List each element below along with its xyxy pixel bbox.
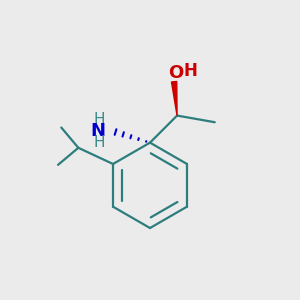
Text: H: H [93,112,104,127]
Text: N: N [90,122,105,140]
Text: O: O [168,64,183,82]
Polygon shape [172,82,177,116]
Text: H: H [93,135,104,150]
Text: H: H [184,61,198,80]
